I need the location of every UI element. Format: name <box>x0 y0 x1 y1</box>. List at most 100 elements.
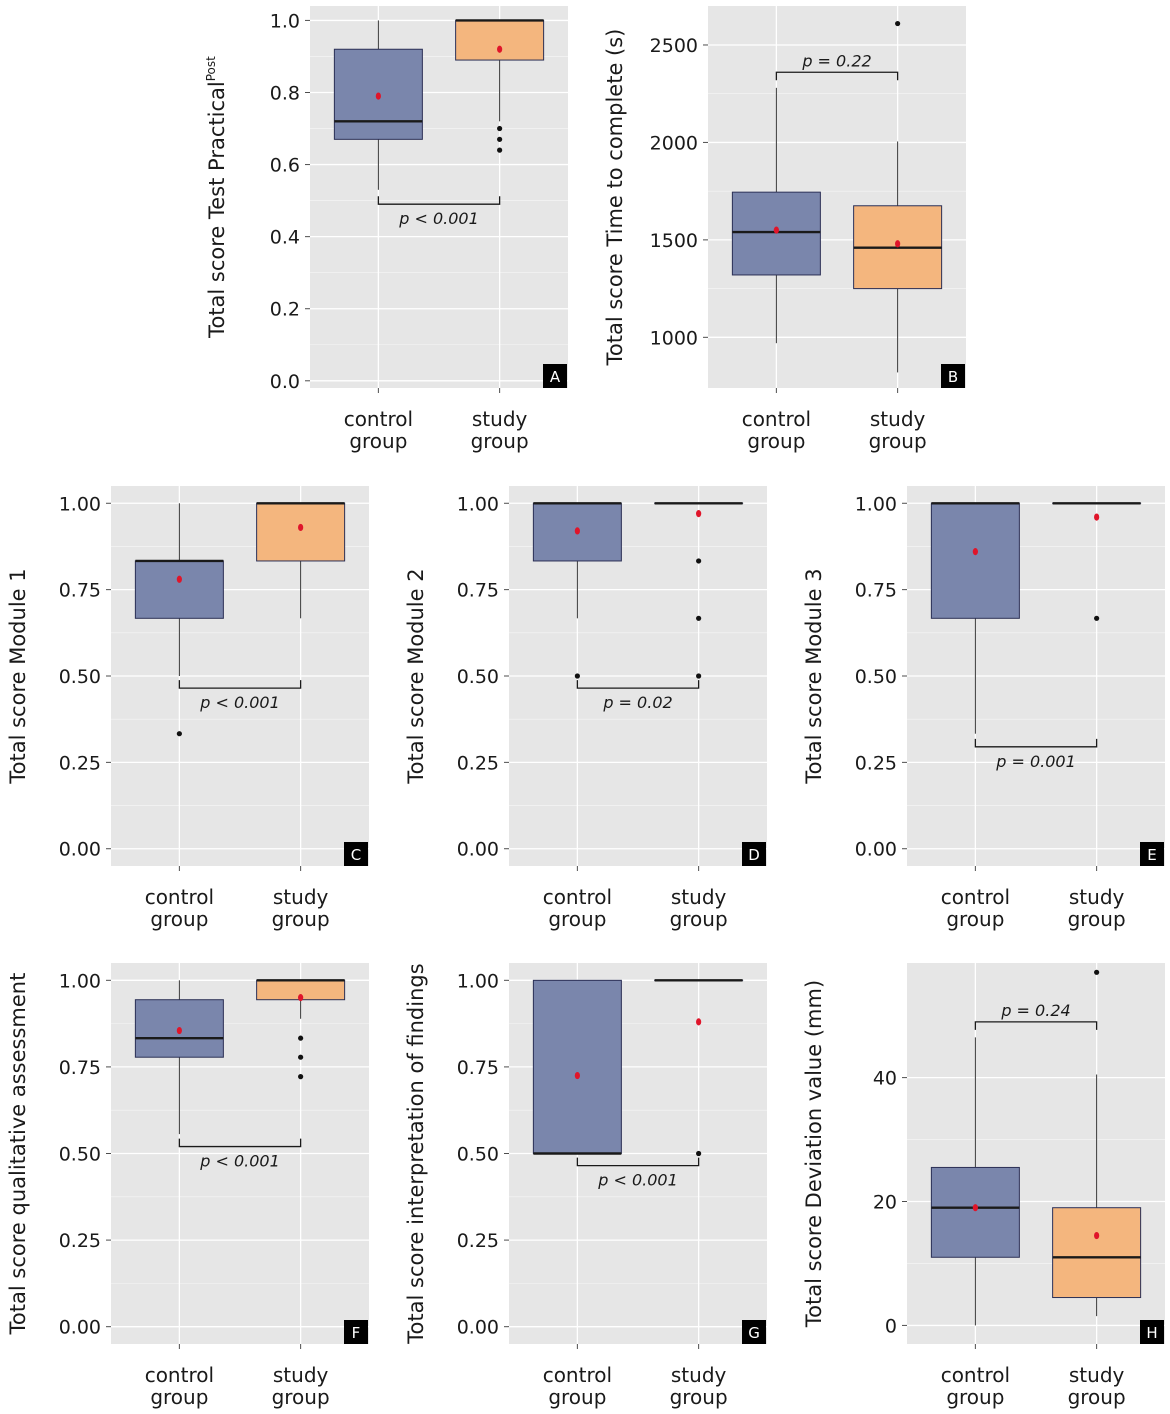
study-group-box <box>654 502 744 679</box>
mean-marker <box>497 45 503 53</box>
mean-marker <box>574 527 580 535</box>
study-group-box <box>654 979 744 1157</box>
p-value-bracket <box>576 680 700 689</box>
y-axis-label: Total score Module 1 <box>6 568 30 784</box>
y-tick-label: 0.25 <box>855 752 897 774</box>
y-tick-label: 1.00 <box>855 493 897 515</box>
y-tick-label: 0.8 <box>270 82 300 104</box>
mean-marker <box>1094 1231 1100 1240</box>
p-value-label: p < 0.001 <box>199 693 280 712</box>
mean-marker <box>375 92 381 100</box>
study-group-box <box>853 20 943 373</box>
y-tick-label: 2500 <box>650 35 698 57</box>
outlier-point <box>696 558 702 564</box>
y-tick-label: 1500 <box>650 230 698 252</box>
y-tick-label: 0.75 <box>457 1057 499 1079</box>
y-tick-label: 0.50 <box>59 1144 101 1166</box>
mean-marker <box>176 1026 182 1035</box>
control-group-box <box>134 980 224 1135</box>
y-tick-label: 0.00 <box>855 839 897 861</box>
y-tick-label: 0.25 <box>457 1230 499 1252</box>
x-tick-label: control group <box>543 1363 612 1409</box>
mean-marker <box>574 1071 580 1080</box>
outlier-point <box>1094 969 1100 975</box>
y-axis-label: Total score Module 2 <box>404 568 428 784</box>
y-tick-label: 0 <box>885 1315 897 1337</box>
iqr-box <box>134 560 224 619</box>
y-tick-label: 0.75 <box>59 580 101 602</box>
y-tick-label: 0.50 <box>457 666 499 688</box>
outlier-point <box>895 20 901 27</box>
iqr-box <box>256 502 346 562</box>
panel-tag-box <box>1140 1320 1164 1344</box>
p-value-bracket <box>775 71 899 81</box>
x-tick-label: study group <box>1068 885 1126 931</box>
panel-tag: D <box>748 846 760 864</box>
x-tick-label: control group <box>941 885 1010 931</box>
p-value-label: p = 0.02 <box>602 693 672 712</box>
outlier-point <box>497 136 503 142</box>
outlier-point <box>497 147 503 153</box>
y-axis-label-superscript: Post <box>204 56 218 81</box>
y-tick-label: 0.25 <box>457 752 499 774</box>
x-tick-label: control group <box>941 1363 1010 1409</box>
study-group-box <box>256 979 346 1080</box>
p-value-bracket <box>576 1157 700 1167</box>
study-group-box <box>1052 502 1142 621</box>
x-tick-label: study group <box>869 407 927 453</box>
p-value-bracket <box>178 1138 302 1148</box>
panel-tag-box <box>344 1320 368 1344</box>
y-tick-label: 0.6 <box>270 155 300 177</box>
y-tick-label: 0.0 <box>270 371 300 393</box>
outlier-point <box>696 1150 702 1157</box>
y-tick-label: 0.00 <box>457 1317 499 1339</box>
panel-tag-box <box>742 842 766 866</box>
y-tick-label: 1.0 <box>270 10 300 32</box>
panel-tag: H <box>1146 1324 1157 1342</box>
iqr-box <box>930 1166 1020 1258</box>
x-tick-label: study group <box>670 1363 728 1409</box>
p-value-bracket <box>377 196 501 205</box>
mean-marker <box>298 994 304 1002</box>
y-tick-label: 0.00 <box>59 1317 101 1339</box>
control-group-box <box>134 503 224 737</box>
p-value-label: p < 0.001 <box>199 1152 280 1171</box>
panel-tag: F <box>352 1324 361 1342</box>
outlier-point <box>497 125 503 132</box>
y-tick-label: 1.00 <box>59 970 101 992</box>
p-value-label: p = 0.001 <box>995 752 1076 771</box>
mean-marker <box>696 1018 702 1026</box>
panel-tag-box <box>344 842 368 866</box>
p-value-label: p < 0.001 <box>597 1171 678 1190</box>
y-tick-label: 0.25 <box>59 1230 101 1252</box>
y-tick-label: 2000 <box>650 132 698 154</box>
outlier-point <box>298 1054 304 1060</box>
mean-marker <box>298 523 304 532</box>
y-axis-label: Total score Deviation value (mm) <box>802 980 826 1328</box>
y-axis-label: Total score Time to complete (s) <box>603 29 627 367</box>
outlier-point <box>1094 615 1100 621</box>
y-tick-label: 0.75 <box>59 1057 101 1079</box>
panel-tag-box <box>1140 842 1164 866</box>
y-tick-label: 0.25 <box>59 752 101 774</box>
p-value-bracket <box>974 1021 1098 1030</box>
x-tick-label: study group <box>670 885 728 931</box>
y-tick-label: 0.50 <box>457 1144 499 1166</box>
y-tick-label: 40 <box>873 1068 897 1090</box>
y-tick-label: 1000 <box>650 327 698 349</box>
mean-marker <box>972 1204 978 1212</box>
y-tick-label: 0.75 <box>457 580 499 602</box>
mean-marker <box>972 548 978 556</box>
x-tick-label: study group <box>272 1363 330 1409</box>
y-tick-label: 0.75 <box>855 580 897 602</box>
p-value-label: p = 0.22 <box>801 51 871 70</box>
x-tick-label: control group <box>145 885 214 931</box>
panel-tag: A <box>550 368 561 386</box>
mean-marker <box>696 510 702 518</box>
x-tick-label: control group <box>543 885 612 931</box>
y-tick-label: 0.00 <box>457 839 499 861</box>
y-tick-label: 1.00 <box>457 493 499 515</box>
